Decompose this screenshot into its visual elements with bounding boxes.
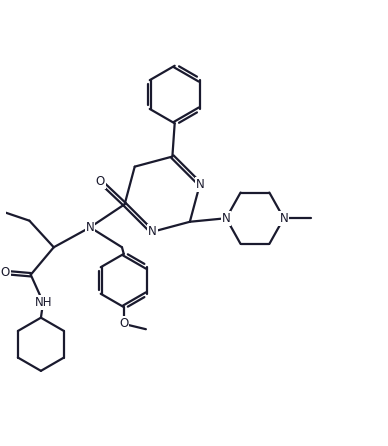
Text: N: N [222,212,230,225]
Text: N: N [86,221,94,234]
Text: N: N [148,225,157,238]
Text: N: N [196,178,204,190]
Text: O: O [119,318,128,330]
Text: N: N [279,212,288,225]
Text: O: O [0,266,10,279]
Text: O: O [96,175,105,188]
Text: NH: NH [35,296,52,309]
